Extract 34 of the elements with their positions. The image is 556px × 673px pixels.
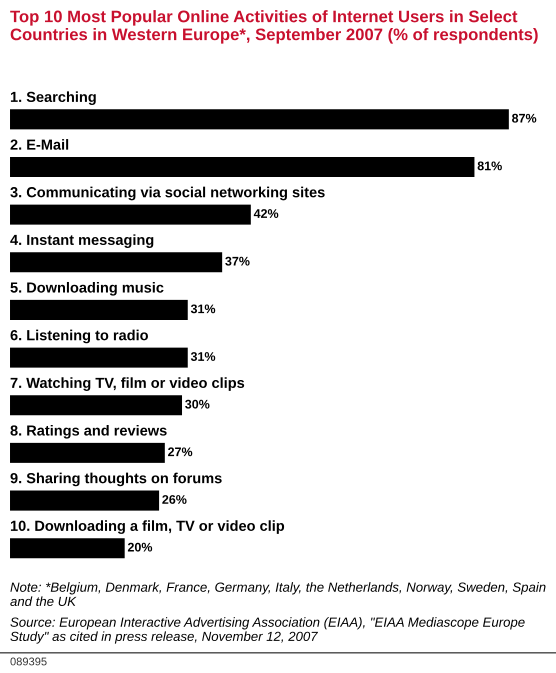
bar [10,348,188,368]
data-label: 87% [512,114,536,123]
data-label: 27% [168,447,192,456]
bar [10,442,165,463]
y-tick-label: 1. Searching [10,91,96,106]
data-label: 37% [225,256,250,266]
y-tick-label: 7. Watching TV, film or video clips [10,377,244,391]
y-tick-label: 6. Listening to radio [10,330,148,344]
data-label: 81% [478,161,502,170]
bar [10,252,222,272]
y-tick-label: 4. Instant messaging [10,234,154,248]
y-tick-label: 3. Communicating via social networking sites [10,186,325,200]
y-tick-label: 8. Ratings and reviews [10,424,167,439]
y-tick-label: 10. Downloading a film, TV or video clip [10,520,284,534]
bar [10,204,251,225]
source-note: Source: European Interactive Advertising Association (EIAA), "EIAA Mediascope Europe Study" as cited in press release, November 12, 2007 [10,617,525,644]
bar [10,538,125,558]
text: Note: *Belgium, Denmark, France, Germany, Italy, the Netherlands, Norway, Sweden, Spain and the UK [10,582,546,606]
bar [10,300,188,320]
bar [10,395,182,416]
bar [10,109,509,130]
y-tick-label: 9. Sharing thoughts on forums [10,472,222,486]
data-label: 20% [128,542,152,552]
bar [10,156,474,177]
data-label: 26% [162,495,187,504]
bar [10,490,160,511]
data-label: 31% [190,304,216,314]
data-label: 42% [254,209,278,218]
y-tick-label: 2. E-Mail [10,139,68,150]
data-label: 31% [190,352,216,361]
y-tick-label: 5. Downloading music [10,282,164,296]
chart-title: Top 10 Most Popular Online Activities of Internet Users in Select Countries in Western Europe*, September 2007 (% of respondents) [10,10,538,44]
data-label: 30% [185,400,210,409]
text: 089395 [10,658,47,666]
